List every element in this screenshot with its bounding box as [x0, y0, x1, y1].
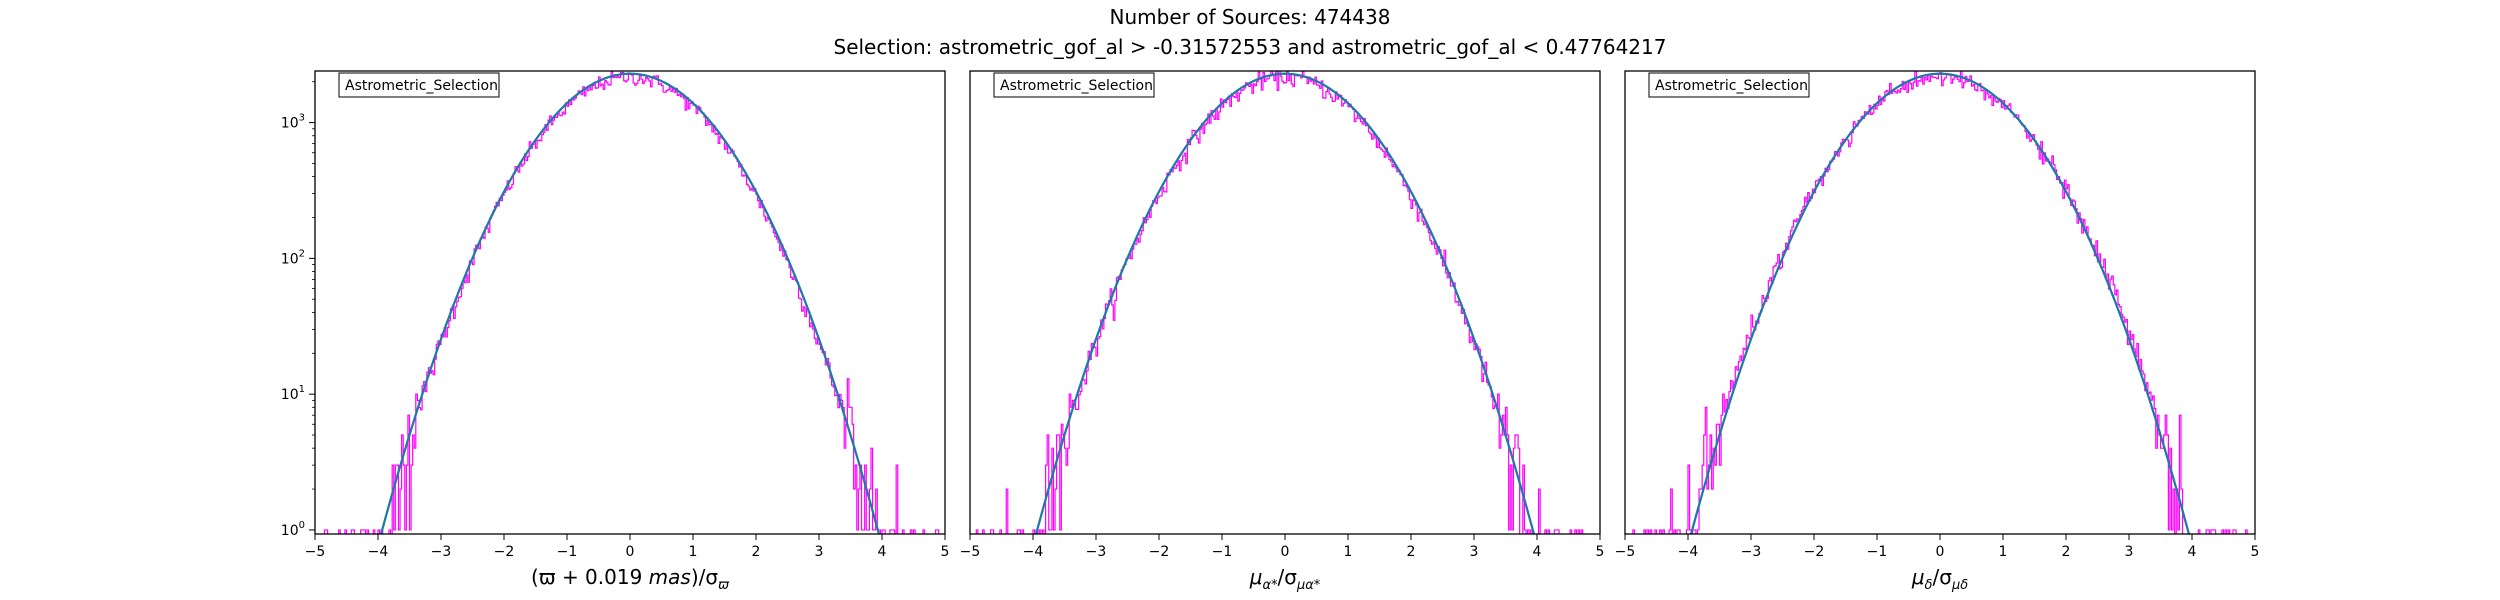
- x-tick-label: −3: [1086, 544, 1107, 560]
- y-tick-label: 100: [281, 520, 305, 539]
- y-tick-label: 102: [281, 248, 305, 267]
- x-tick-label: 5: [941, 544, 950, 560]
- legend-label: Astrometric_Selection: [1000, 78, 1153, 94]
- x-tick-label: −4: [1678, 544, 1699, 560]
- x-tick-label: −5: [305, 544, 326, 560]
- x-tick-label: 4: [2188, 544, 2197, 560]
- x-tick-label: −1: [1212, 544, 1233, 560]
- y-tick-label: 101: [281, 384, 305, 403]
- x-tick-label: −4: [368, 544, 389, 560]
- x-tick-label: 3: [2125, 544, 2134, 560]
- x-tick-label: 3: [1470, 544, 1479, 560]
- figure-title: Number of Sources: 474438: [1109, 5, 1391, 29]
- x-tick-label: −3: [431, 544, 452, 560]
- panel-1: −5 −4 −3 −2 −1 0 1 2 3 4 5 100 101 102 103 (ϖ + 0.019 m…: [281, 70, 950, 593]
- fit-line-secondary: [1689, 72, 2191, 534]
- histogram-series: [975, 71, 1584, 534]
- legend-label: Astrometric_Selection: [1655, 78, 1808, 94]
- fit-line-secondary: [1034, 72, 1536, 534]
- x-axis-label: μδ/σμδ: [1911, 565, 1968, 593]
- x-tick-label: 4: [878, 544, 887, 560]
- x-tick-label: −2: [494, 544, 515, 560]
- x-tick-label: 2: [1407, 544, 1416, 560]
- x-tick-label: −2: [1149, 544, 1170, 560]
- x-tick-label: −1: [557, 544, 578, 560]
- x-tick-label: −5: [960, 544, 981, 560]
- histogram-series: [323, 71, 940, 534]
- x-tick-label: −2: [1804, 544, 1825, 560]
- x-tick-label: −1: [1867, 544, 1888, 560]
- x-tick-label: 0: [1281, 544, 1290, 560]
- x-tick-label: 0: [626, 544, 635, 560]
- x-tick-label: 1: [1344, 544, 1353, 560]
- x-tick-label: 2: [752, 544, 761, 560]
- x-axis-label: (ϖ + 0.019 mas)/σϖ: [531, 565, 730, 593]
- fit-line: [1035, 72, 1535, 534]
- histogram-series: [1632, 71, 2248, 534]
- panel-2: −5 −4 −3 −2 −1 0 1 2 3 4 5 μα*/σμα* Astrometric_Sele…: [960, 70, 1605, 593]
- legend-box: [993, 72, 1155, 98]
- x-axis-label: μα*/σμα*: [1249, 565, 1321, 593]
- x-tick-label: 3: [815, 544, 824, 560]
- x-tick-label: 1: [689, 544, 698, 560]
- x-tick-label: 5: [1596, 544, 1605, 560]
- legend-label: Astrometric_Selection: [345, 78, 498, 94]
- y-tick-label: 103: [281, 113, 305, 132]
- legend-box: [1648, 72, 1810, 98]
- x-tick-label: 1: [1999, 544, 2008, 560]
- panel-3: −5 −4 −3 −2 −1 0 1 2 3 4 5 μδ/σμδ Astrometric_Select…: [1615, 70, 2260, 593]
- fit-line-secondary: [379, 72, 881, 534]
- x-tick-label: −3: [1741, 544, 1762, 560]
- x-tick-label: 5: [2251, 544, 2260, 560]
- x-tick-label: 0: [1936, 544, 1945, 560]
- x-tick-label: −5: [1615, 544, 1636, 560]
- legend-box: [338, 72, 500, 98]
- fit-line: [380, 72, 880, 534]
- x-tick-label: 2: [2062, 544, 2071, 560]
- x-tick-label: 4: [1533, 544, 1542, 560]
- figure-subtitle: Selection: astrometric_gof_al > -0.31572…: [833, 35, 1667, 59]
- x-tick-label: −4: [1023, 544, 1044, 560]
- axes-frame: [969, 70, 1601, 535]
- fit-line: [1690, 72, 2190, 534]
